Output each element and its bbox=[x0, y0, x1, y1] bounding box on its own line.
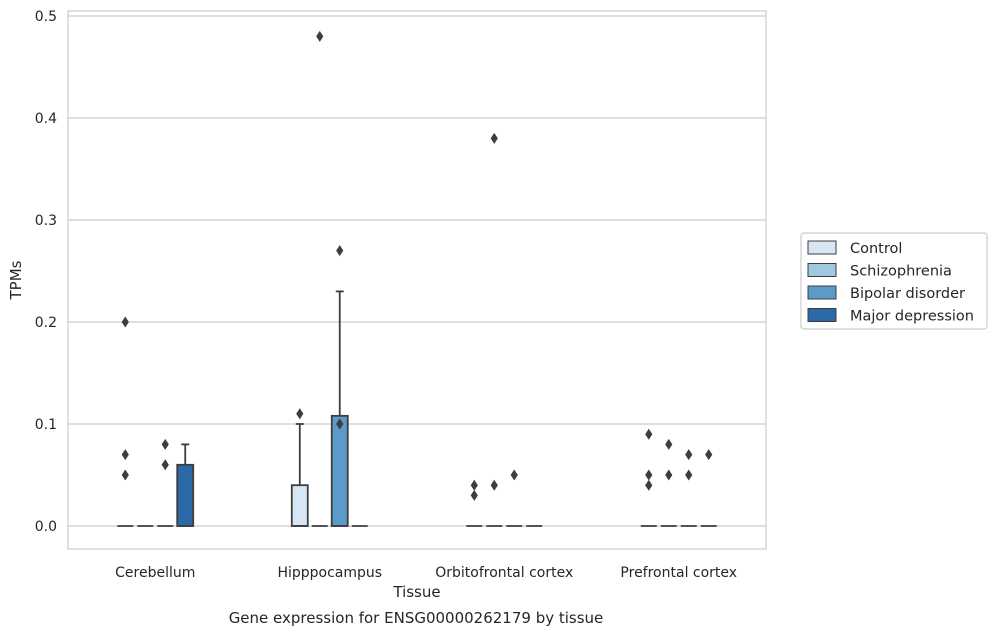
box-body bbox=[330, 414, 349, 527]
y-tick-label: 0.1 bbox=[35, 417, 57, 433]
box-major-depression bbox=[176, 443, 195, 527]
x-tick-label: Hipppocampus bbox=[277, 565, 382, 581]
outlier-marker bbox=[490, 132, 498, 144]
y-tick-label: 0.3 bbox=[35, 213, 57, 229]
legend-label: Schizophrenia bbox=[850, 264, 952, 280]
plot-area bbox=[67, 10, 767, 550]
legend-label: Major depression bbox=[850, 309, 974, 325]
outlier-marker bbox=[336, 418, 344, 430]
chart-title: Gene expression for ENSG00000262179 by t… bbox=[229, 609, 604, 627]
outlier-marker bbox=[645, 479, 653, 491]
box-series bbox=[117, 290, 717, 527]
legend-swatch bbox=[807, 285, 837, 300]
x-tick-label: Orbitofrontal cortex bbox=[435, 565, 573, 581]
y-axis-label: TPMs bbox=[7, 260, 25, 300]
outlier-marker bbox=[121, 449, 129, 461]
legend-swatch bbox=[807, 308, 837, 322]
box-bipolar-disorder bbox=[330, 290, 349, 527]
outlier-marker bbox=[665, 438, 673, 450]
box-control bbox=[290, 423, 309, 527]
y-tick-label: 0.4 bbox=[35, 111, 57, 127]
outlier-marker bbox=[470, 489, 478, 501]
outlier-marker bbox=[510, 469, 518, 481]
legend: Control Schizophrenia Bipolar disorder Majo… bbox=[800, 232, 988, 330]
outlier-marker bbox=[645, 428, 653, 440]
y-tick-label: 0.2 bbox=[35, 315, 57, 331]
outlier-marker bbox=[705, 449, 713, 461]
legend-swatch bbox=[807, 240, 837, 255]
legend-frame bbox=[800, 232, 988, 330]
outlier-marker bbox=[316, 30, 324, 42]
outlier-marker bbox=[296, 408, 304, 420]
outlier-marker bbox=[161, 438, 169, 450]
outlier-marker bbox=[685, 449, 693, 461]
outlier-points bbox=[121, 30, 713, 501]
legend-label: Bipolar disorder bbox=[850, 286, 965, 302]
outlier-marker bbox=[161, 459, 169, 471]
y-axis-ticks: 0.0 0.1 0.2 0.3 0.4 0.5 bbox=[35, 9, 57, 535]
box-body bbox=[176, 463, 195, 527]
box-body bbox=[290, 484, 309, 527]
outlier-marker bbox=[665, 469, 673, 481]
legend-swatch bbox=[807, 263, 837, 277]
y-tick-label: 0.5 bbox=[35, 9, 57, 25]
outlier-marker bbox=[645, 469, 653, 481]
x-axis-ticks: Cerebellum Hipppocampus Orbitofrontal cort… bbox=[115, 565, 737, 581]
x-tick-label: Cerebellum bbox=[115, 565, 195, 581]
legend-label: Control bbox=[850, 241, 902, 257]
x-tick-label: Prefrontal cortex bbox=[620, 565, 737, 581]
y-tick-label: 0.0 bbox=[35, 519, 57, 535]
outlier-marker bbox=[685, 469, 693, 481]
outlier-marker bbox=[470, 479, 478, 491]
x-axis-label: Tissue bbox=[392, 583, 440, 601]
outlier-marker bbox=[490, 479, 498, 491]
outlier-marker bbox=[121, 469, 129, 481]
grid-lines bbox=[68, 15, 766, 527]
outlier-marker bbox=[121, 316, 129, 328]
outlier-marker bbox=[336, 245, 344, 257]
